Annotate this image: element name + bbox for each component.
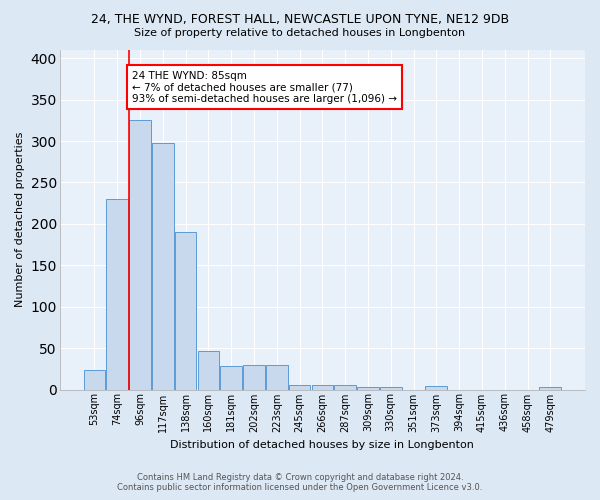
X-axis label: Distribution of detached houses by size in Longbenton: Distribution of detached houses by size …	[170, 440, 474, 450]
Bar	[220, 366, 242, 390]
Bar	[380, 387, 401, 390]
Bar	[289, 386, 310, 390]
Bar	[243, 366, 265, 390]
Text: 24 THE WYND: 85sqm
← 7% of detached houses are smaller (77)
93% of semi-detached: 24 THE WYND: 85sqm ← 7% of detached hous…	[132, 70, 397, 104]
Text: Size of property relative to detached houses in Longbenton: Size of property relative to detached ho…	[134, 28, 466, 38]
Bar	[129, 120, 151, 390]
Bar	[357, 387, 379, 390]
Bar	[152, 142, 173, 390]
Bar	[106, 199, 128, 390]
Y-axis label: Number of detached properties: Number of detached properties	[15, 132, 25, 308]
Bar	[334, 386, 356, 390]
Bar	[266, 366, 287, 390]
Bar	[425, 386, 447, 390]
Bar	[539, 387, 561, 390]
Text: Contains HM Land Registry data © Crown copyright and database right 2024.
Contai: Contains HM Land Registry data © Crown c…	[118, 473, 482, 492]
Bar	[83, 370, 105, 390]
Bar	[175, 232, 196, 390]
Bar	[311, 384, 333, 390]
Bar	[197, 352, 219, 390]
Text: 24, THE WYND, FOREST HALL, NEWCASTLE UPON TYNE, NE12 9DB: 24, THE WYND, FOREST HALL, NEWCASTLE UPO…	[91, 12, 509, 26]
